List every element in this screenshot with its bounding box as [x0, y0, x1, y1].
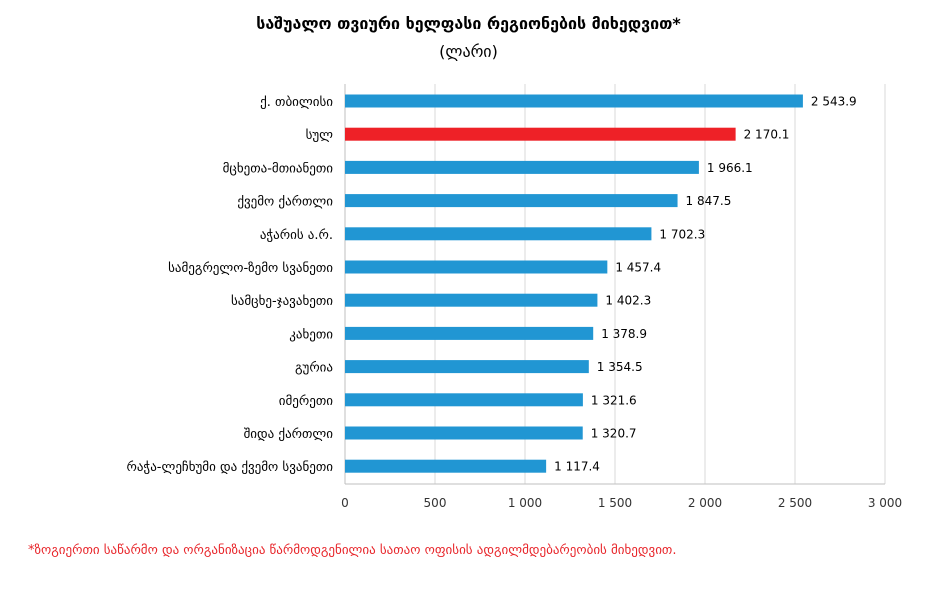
- chart-subtitle: (ლარი): [439, 42, 498, 61]
- x-tick-label: 3 000: [868, 496, 902, 510]
- x-tick-label: 2 500: [778, 496, 812, 510]
- chart-title: საშუალო თვიური ხელფასი რეგიონების მიხედვ…: [256, 14, 681, 33]
- data-label: 1 402.3: [605, 294, 651, 308]
- x-tick-label: 0: [341, 496, 349, 510]
- bar: [345, 459, 547, 473]
- x-tick-label: 1 000: [508, 496, 542, 510]
- data-label: 1 702.3: [659, 227, 705, 241]
- data-label: 1 320.7: [591, 427, 637, 441]
- data-label: 1 378.9: [601, 327, 647, 341]
- x-tick-label: 2 000: [688, 496, 722, 510]
- bar: [345, 260, 608, 274]
- x-tick-label: 500: [424, 496, 447, 510]
- category-label: კახეთი: [289, 327, 333, 342]
- bar: [345, 326, 594, 340]
- category-label: ქვემო ქართლი: [237, 195, 333, 210]
- category-label: სამცხე-ჯავახეთი: [231, 294, 333, 309]
- bar: [345, 94, 803, 108]
- bar: [345, 360, 589, 374]
- category-label: სამეგრელო-ზემო სვანეთი: [168, 261, 333, 276]
- category-label: სულ: [306, 128, 334, 143]
- bar: [345, 227, 652, 241]
- x-tick-label: 1 500: [598, 496, 632, 510]
- category-label: შიდა ქართლი: [244, 427, 334, 442]
- data-label: 1 117.4: [554, 460, 600, 474]
- bar: [345, 127, 736, 141]
- bar: [345, 160, 699, 174]
- data-label: 1 966.1: [707, 161, 753, 175]
- bar: [345, 393, 583, 407]
- category-label: ქ. თბილისი: [260, 95, 333, 110]
- data-label: 1 457.4: [615, 261, 661, 275]
- bar: [345, 293, 598, 307]
- bar: [345, 194, 678, 208]
- category-label: მცხეთა-მთიანეთი: [223, 161, 334, 176]
- category-label: აჭარის ა.რ.: [260, 228, 333, 243]
- data-label: 1 354.5: [597, 360, 643, 374]
- category-label: იმერეთი: [279, 394, 333, 409]
- category-label: რაჭა-ლეჩხუმი და ქვემო სვანეთი: [126, 460, 333, 475]
- footnote: *ზოგიერთი საწარმო და ორგანიზაცია წარმოდგ…: [28, 543, 677, 558]
- data-label: 2 170.1: [744, 128, 790, 142]
- data-label: 2 543.9: [811, 95, 857, 109]
- data-label: 1 321.6: [591, 393, 637, 407]
- data-label: 1 847.5: [686, 194, 732, 208]
- category-label: გურია: [295, 361, 333, 376]
- bar: [345, 426, 583, 440]
